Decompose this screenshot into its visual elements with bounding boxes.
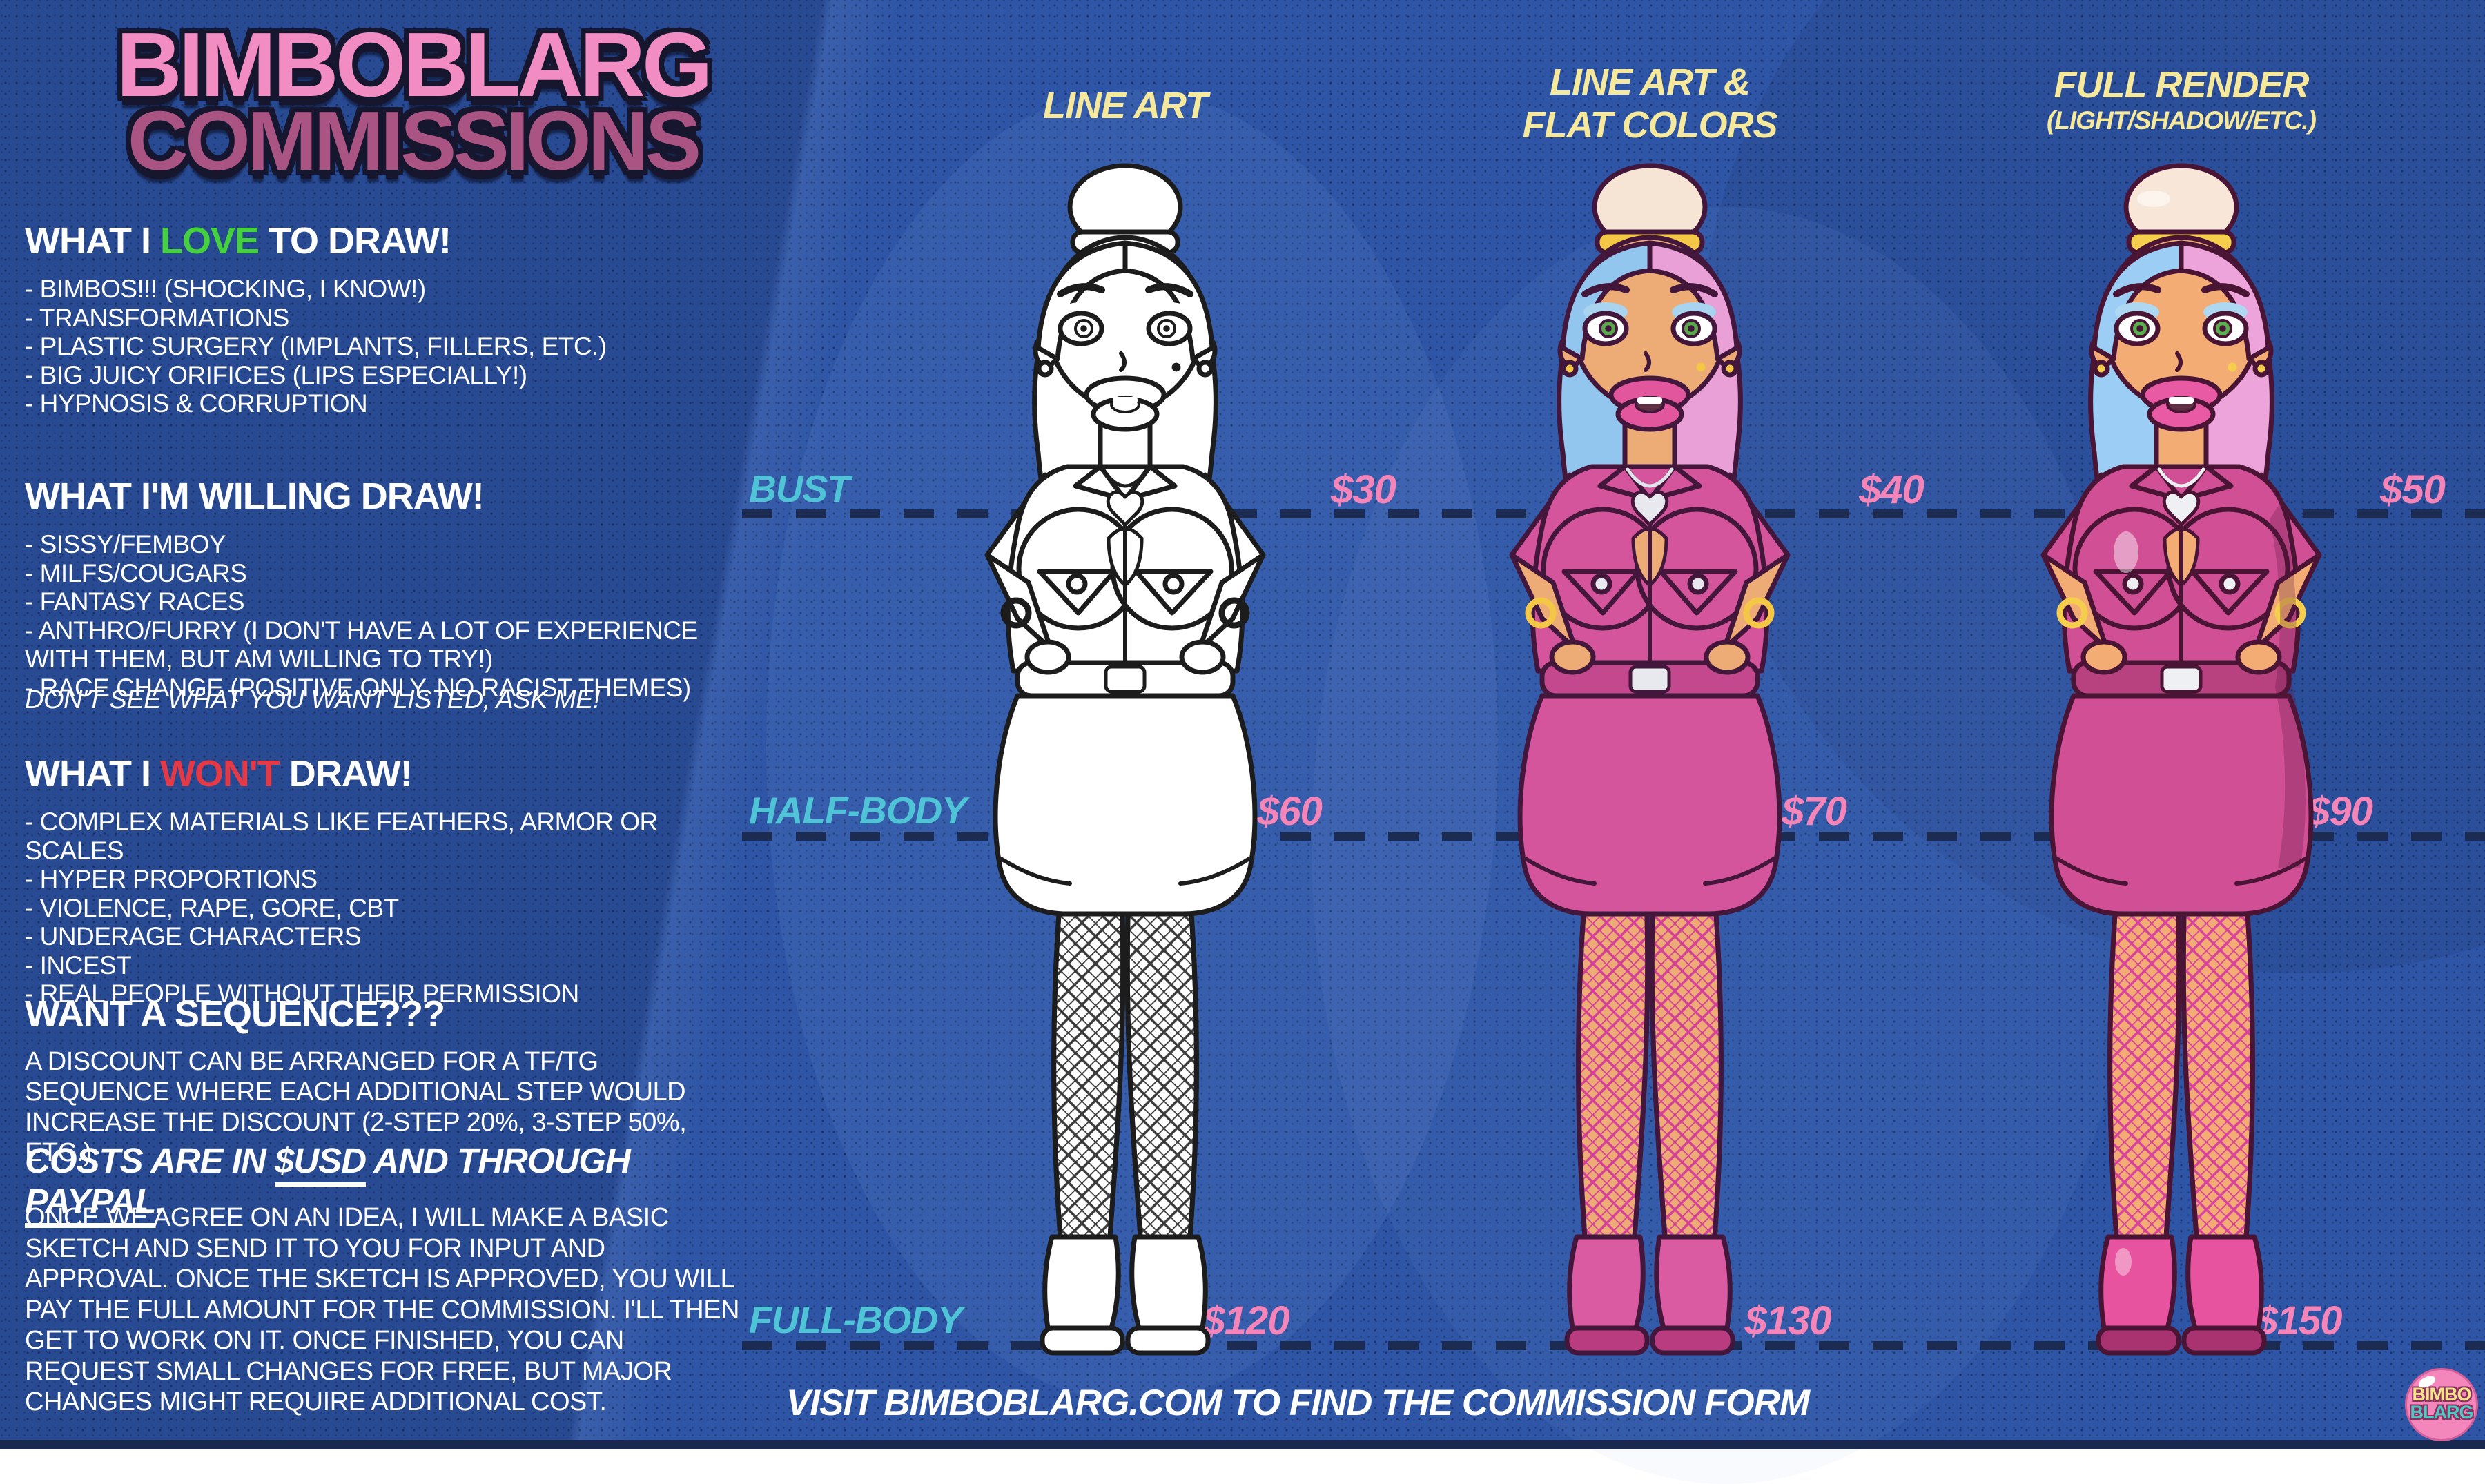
heading-accent: WON'T <box>159 753 280 794</box>
character-flat-colors <box>1429 157 1871 1372</box>
heading-accent: LOVE <box>159 220 260 262</box>
list-item: - RACE CHANGE (POSITIVE ONLY. NO RACIST … <box>25 673 691 702</box>
costs-line: COSTS ARE IN $USD AND THROUGH PAYPAL. <box>25 1140 757 1222</box>
column-header-full-render: FULL RENDER (LIGHT/SHADOW/ETC.) <box>1919 64 2444 135</box>
ask-me-note: DON'T SEE WHAT YOU WANT LISTED, ASK ME! <box>25 685 601 714</box>
costs-usd: $USD <box>274 1141 367 1180</box>
sequence-body: A DISCOUNT CAN BE ARRANGED FOR A TF/TG S… <box>25 1047 687 1167</box>
list-item: - REAL PEOPLE WITHOUT THEIR PERMISSION <box>25 979 579 1008</box>
column-title: LINE ART <box>1042 85 1208 126</box>
price-bust-flat: $40 <box>1859 467 1924 512</box>
bottom-bar <box>0 1440 2485 1449</box>
website-callout: VISIT BIMBOBLARG.COM TO FIND THE COMMISS… <box>786 1383 1810 1423</box>
section-wont: WHAT I WON'T DRAW! - COMPLEX MATERIALS L… <box>25 752 743 1008</box>
list-item: - COMPLEX MATERIALS LIKE FEATHERS, ARMOR… <box>25 808 658 865</box>
column-title-line2: FLAT COLORS <box>1522 104 1778 146</box>
costs-mid: AND THROUGH <box>366 1141 630 1180</box>
costs-pre: COSTS ARE IN <box>25 1141 275 1180</box>
list-item: - UNDERAGE CHARACTERS <box>25 922 362 950</box>
section-willing-heading: WHAT I'M WILLING DRAW! <box>25 476 485 517</box>
list-item: - HYPER PROPORTIONS <box>25 865 318 893</box>
section-love-heading: WHAT I LOVE TO DRAW! <box>25 219 743 262</box>
title-line1: BIMBOBLARG <box>116 14 712 115</box>
list-item: - SISSY/FEMBOY <box>25 530 226 558</box>
tier-label-half-body: HALF-BODY <box>749 789 967 832</box>
costs-post: . <box>155 1182 166 1221</box>
section-sequence-heading: WANT A SEQUENCE??? <box>25 993 445 1035</box>
poster-canvas: BIMBOBLARG COMMISSIONS WHAT I LOVE TO DR… <box>0 0 2485 1449</box>
list-item: - INCEST <box>25 950 132 979</box>
price-bust-render: $50 <box>2380 467 2446 512</box>
page-title: BIMBOBLARG COMMISSIONS <box>81 14 744 188</box>
column-header-flat-colors: LINE ART & FLAT COLORS <box>1387 61 1912 146</box>
heading-suffix: TO DRAW! <box>258 220 451 262</box>
heading-prefix: WHAT I <box>25 220 160 262</box>
section-willing: WHAT I'M WILLING DRAW! - SISSY/FEMBOY - M… <box>25 475 743 702</box>
section-sequence: WANT A SEQUENCE??? A DISCOUNT CAN BE ARR… <box>25 993 743 1168</box>
process-paragraph: ONCE WE AGREE ON AN IDEA, I WILL MAKE A … <box>25 1203 740 1416</box>
list-item: - TRANSFORMATIONS <box>25 303 289 332</box>
logo-text-blarg: BLARG <box>2410 1402 2474 1423</box>
list-item: - ANTHRO/FURRY (I DON'T HAVE A LOT OF EX… <box>25 616 698 674</box>
commission-sheet-poster: { "title": { "line1": "BIMBOBLARG", "lin… <box>0 0 2485 1449</box>
tier-label-bust: BUST <box>749 467 850 510</box>
price-full-line-art: $120 <box>1202 1298 1289 1343</box>
heading-prefix: WHAT I <box>25 753 160 794</box>
list-item: - BIG JUICY ORIFICES (LIPS ESPECIALLY!) <box>25 360 527 389</box>
wont-list: - COMPLEX MATERIALS LIKE FEATHERS, ARMOR… <box>25 808 743 1008</box>
list-item: - VIOLENCE, RAPE, GORE, CBT <box>25 893 399 922</box>
price-half-line-art: $60 <box>1257 789 1323 834</box>
list-item: - BIMBOS!!! (SHOCKING, I KNOW!) <box>25 275 426 303</box>
list-item: - FANTASY RACES <box>25 587 245 616</box>
section-love: WHAT I LOVE TO DRAW! - BIMBOS!!! (SHOCKI… <box>25 219 743 418</box>
column-title: FULL RENDER <box>2054 64 2309 106</box>
willing-list: - SISSY/FEMBOY - MILFS/COUGARS - FANTASY R… <box>25 530 743 702</box>
price-half-render: $90 <box>2308 789 2373 834</box>
list-item: - PLASTIC SURGERY (IMPLANTS, FILLERS, ET… <box>25 332 607 360</box>
column-header-line-art: LINE ART <box>863 84 1387 127</box>
list-item: - HYPNOSIS & CORRUPTION <box>25 389 368 418</box>
price-full-render: $150 <box>2255 1298 2342 1343</box>
love-list: - BIMBOS!!! (SHOCKING, I KNOW!) - TRANSFO… <box>25 275 743 418</box>
column-title: LINE ART & <box>1549 61 1751 103</box>
price-full-flat: $130 <box>1744 1298 1831 1343</box>
price-half-flat: $70 <box>1782 789 1847 834</box>
title-line2: COMMISSIONS <box>127 94 701 188</box>
list-item: - MILFS/COUGARS <box>25 558 247 587</box>
heading-suffix: DRAW! <box>279 753 413 794</box>
character-full-render <box>1960 157 2402 1372</box>
logo-text-bimbo: BIMBO <box>2412 1384 2472 1405</box>
bimboblarg-logo: BIMBO BLARG <box>2405 1368 2478 1441</box>
character-line-art <box>904 157 1346 1372</box>
price-bust-line-art: $30 <box>1331 467 1396 512</box>
tier-label-full-body: FULL-BODY <box>749 1298 963 1341</box>
column-subtitle: (LIGHT/SHADOW/ETC.) <box>2046 106 2317 135</box>
section-wont-heading: WHAT I WON'T DRAW! <box>25 752 743 795</box>
costs-paypal: PAYPAL <box>25 1182 157 1221</box>
